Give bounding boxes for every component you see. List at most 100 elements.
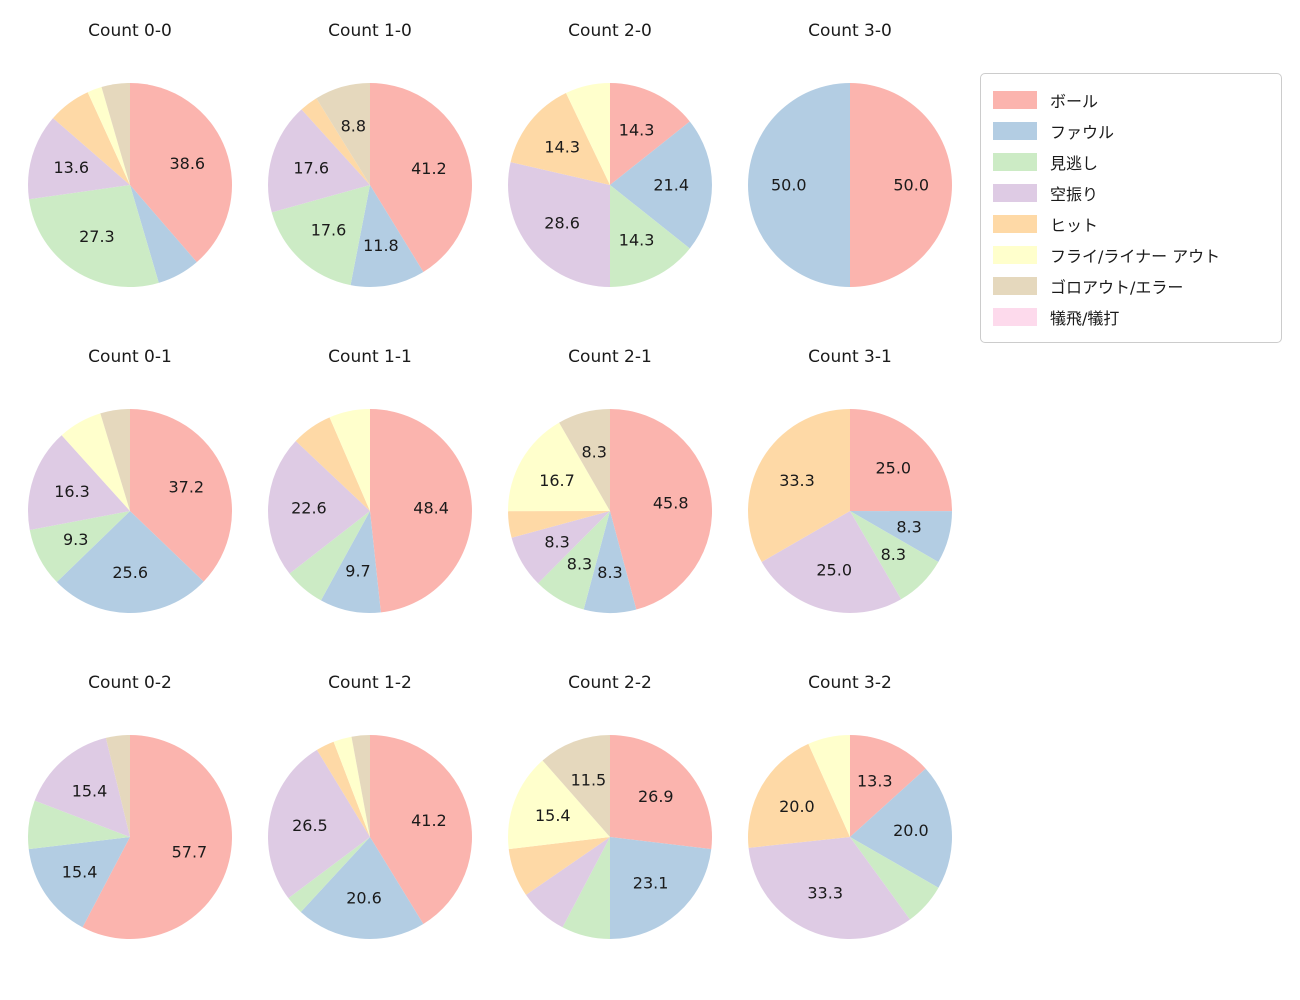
slice-percent-label: 14.3 xyxy=(619,121,655,140)
slice-percent-label: 9.7 xyxy=(345,562,370,581)
legend-item-looking-strike: 見逃し xyxy=(993,146,1269,177)
legend-label: ヒット xyxy=(1050,215,1099,235)
pie-slice-foul xyxy=(28,837,131,928)
pie-slice-swinging_strike xyxy=(267,109,370,213)
slice-percent-label: 41.2 xyxy=(411,811,447,830)
pie-slice-ground_out_error xyxy=(100,409,130,511)
slice-percent-label: 22.6 xyxy=(291,499,327,518)
pie-slice-fly_liner_out xyxy=(508,760,610,850)
chart-title: Count 2-2 xyxy=(568,673,652,693)
legend-label: ボール xyxy=(1050,91,1099,111)
slice-percent-label: 15.4 xyxy=(72,782,108,801)
legend-item-hit: ヒット xyxy=(993,208,1269,239)
legend-swatch-foul xyxy=(993,121,1037,140)
slice-percent-label: 14.3 xyxy=(544,137,580,156)
chart-title: Count 0-2 xyxy=(88,673,172,693)
legend-label: フライ/ライナー アウト xyxy=(1050,246,1221,266)
slice-percent-label: 41.2 xyxy=(411,159,447,178)
pie-slice-swinging_strike xyxy=(761,511,902,613)
chart-title: Count 2-0 xyxy=(568,21,652,41)
legend-swatch-ball xyxy=(993,90,1037,109)
pie-slice-ball xyxy=(850,409,953,512)
slice-percent-label: 50.0 xyxy=(893,176,929,195)
pie-slice-fly_liner_out xyxy=(507,422,610,512)
pie-chart-count-2-2: Count 2-2 26.9 23.1 15.4 11.5 xyxy=(490,662,730,988)
legend-item-swinging-strike: 空振り xyxy=(993,177,1269,208)
pie-slice-swinging_strike xyxy=(526,837,610,928)
slice-percent-label: 26.5 xyxy=(292,816,328,835)
pie-count-1-0: 41.2 11.8 17.6 17.6 8.8 xyxy=(267,83,472,288)
legend-swatch-sac-fly-bunt xyxy=(993,307,1037,326)
pie-count-0-1: 37.2 25.6 9.3 16.3 xyxy=(27,409,233,613)
slice-percent-label: 23.1 xyxy=(633,873,669,892)
pie-slice-looking_strike xyxy=(28,800,130,850)
pie-slice-foul xyxy=(583,511,637,614)
pie-chart-count-3-2: Count 3-2 13.3 20.0 33.3 20.0 xyxy=(730,662,970,988)
pie-count-1-2: 41.2 20.6 26.5 xyxy=(268,735,472,940)
legend-swatch-ground-out-error xyxy=(993,276,1037,295)
pie-slice-ground_out_error xyxy=(316,83,370,185)
pie-count-2-1: 45.8 8.3 8.3 8.3 16.7 8.3 xyxy=(507,409,713,614)
pie-chart-count-3-1: Count 3-1 25.0 8.3 8.3 25.0 33.3 xyxy=(730,336,970,662)
slice-percent-label: 50.0 xyxy=(771,176,807,195)
legend-item-foul: ファウル xyxy=(993,115,1269,146)
slice-percent-label: 17.6 xyxy=(311,221,347,240)
slice-percent-label: 25.0 xyxy=(875,458,911,477)
slice-percent-label: 8.8 xyxy=(341,117,366,136)
pie-slice-looking_strike xyxy=(29,185,159,287)
pie-slice-hit xyxy=(508,837,610,895)
pie-slice-looking_strike xyxy=(288,837,370,912)
slice-percent-label: 16.3 xyxy=(54,482,90,501)
pie-slice-ball xyxy=(370,409,472,613)
pie-slice-ground_out_error xyxy=(101,83,130,185)
legend-item-ground-out-error: ゴロアウト/エラー xyxy=(993,270,1269,301)
pie-slice-ball xyxy=(850,735,926,837)
pie-slice-fly_liner_out xyxy=(565,83,610,185)
pie-slice-foul xyxy=(56,511,204,613)
slice-percent-label: 17.6 xyxy=(293,159,329,178)
chart-title: Count 0-0 xyxy=(88,21,172,41)
chart-title: Count 0-1 xyxy=(88,347,172,367)
slice-percent-label: 8.3 xyxy=(544,532,569,551)
pie-slice-ball xyxy=(610,409,713,610)
slice-percent-label: 20.6 xyxy=(346,889,382,908)
pie-slice-hit xyxy=(316,741,370,837)
pie-chart-count-1-2: Count 1-2 41.2 20.6 26.5 xyxy=(250,662,490,988)
pie-count-2-2: 26.9 23.1 15.411.5 xyxy=(508,735,712,939)
slice-percent-label: 11.5 xyxy=(571,770,607,789)
legend-label: ゴロアウト/エラー xyxy=(1050,277,1184,297)
slice-percent-label: 33.3 xyxy=(807,884,843,903)
slice-percent-label: 48.4 xyxy=(413,498,449,517)
pie-slice-ball xyxy=(130,409,233,582)
pie-slice-hit xyxy=(508,511,610,538)
slice-percent-label: 25.0 xyxy=(816,561,852,580)
slice-percent-label: 8.3 xyxy=(881,545,906,564)
pie-slice-hit xyxy=(53,92,130,185)
pie-count-1-1: 48.4 9.7 22.6 xyxy=(268,409,472,613)
pie-slice-ball xyxy=(850,83,952,287)
pie-slice-hit xyxy=(510,92,610,185)
pie-slice-swinging_strike xyxy=(511,511,610,584)
pie-chart-count-2-1: Count 2-1 45.8 8.3 8.3 8.3 16.7 8.3 xyxy=(490,336,730,662)
pie-count-3-1: 25.0 8.3 8.3 25.0 33.3 xyxy=(748,409,953,613)
pie-slice-foul xyxy=(300,837,424,940)
slice-percent-label: 16.7 xyxy=(539,471,575,490)
chart-title: Count 3-0 xyxy=(808,21,892,41)
slice-percent-label: 26.9 xyxy=(638,787,674,806)
legend-item-fly-liner-out: フライ/ライナー アウト xyxy=(993,239,1269,270)
pie-count-0-2: 57.7 15.4 15.4 xyxy=(28,735,233,939)
slice-percent-label: 8.3 xyxy=(581,443,606,462)
chart-title: Count 1-0 xyxy=(328,21,412,41)
legend-item-sac-fly-bunt: 犠飛/犠打 xyxy=(993,301,1269,332)
pie-slice-looking_strike xyxy=(289,511,370,601)
pie-slice-hit xyxy=(301,98,370,185)
pie-chart-count-3-0: Count 3-0 50.0 50.0 xyxy=(730,10,970,336)
pie-slice-ground_out_error xyxy=(105,735,130,837)
legend-label: 空振り xyxy=(1050,184,1099,204)
slice-percent-label: 20.0 xyxy=(779,797,815,816)
pie-slice-foul xyxy=(350,185,424,288)
chart-title: Count 2-1 xyxy=(568,347,652,367)
chart-title: Count 3-1 xyxy=(808,347,892,367)
pie-chart-count-0-2: Count 0-2 57.7 15.4 15.4 xyxy=(10,662,250,988)
pie-count-3-0: 50.0 50.0 xyxy=(748,83,952,287)
